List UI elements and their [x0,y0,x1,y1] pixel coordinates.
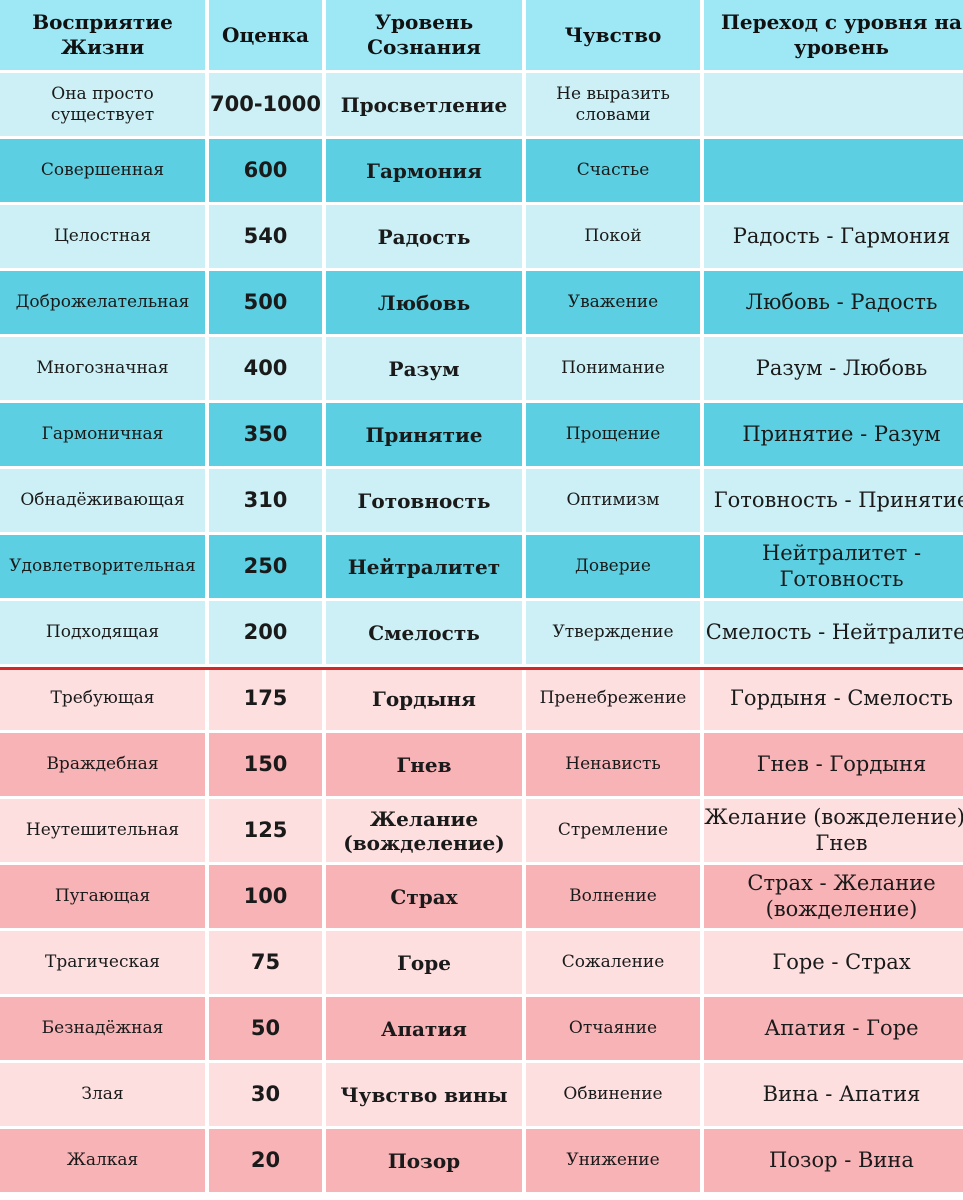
row-13-feeling-cell: Волнение [526,865,700,931]
row-12-perception-cell: Неутешительная [0,799,205,865]
row-4-perception-cell: Доброжелательная [0,271,205,337]
row-8-score-cell: 250 [209,535,322,601]
row-7-score-cell: 310 [209,469,322,535]
row-5-transition-cell: Разум - Любовь [704,337,963,403]
row-10-level-cell: Гордыня [326,667,522,733]
row-17-transition-cell: Позор - Вина [704,1129,963,1195]
row-2-level-cell: Гармония [326,139,522,205]
row-6-perception-cell: Гармоничная [0,403,205,469]
row-2-feeling-cell: Счастье [526,139,700,205]
row-12-level-cell: Желание (вожделение) [326,799,522,865]
row-9-feeling-cell: Утверждение [526,601,700,667]
row-9-level-cell: Смелость [326,601,522,667]
row-17-score-cell: 20 [209,1129,322,1195]
row-17-feeling-cell: Унижение [526,1129,700,1195]
row-15-feeling-cell: Отчаяние [526,997,700,1063]
row-16-perception-cell: Злая [0,1063,205,1129]
row-11-score-cell: 150 [209,733,322,799]
row-4-transition-cell: Любовь - Радость [704,271,963,337]
row-15-transition-cell: Апатия - Горе [704,997,963,1063]
row-1-level-cell: Просветление [326,73,522,139]
row-8-feeling-cell: Доверие [526,535,700,601]
header-transition: Переход с уровня на уровень [704,0,963,73]
row-8-level-cell: Нейтралитет [326,535,522,601]
row-7-level-cell: Готовность [326,469,522,535]
row-13-perception-cell: Пугающая [0,865,205,931]
row-3-transition-cell: Радость - Гармония [704,205,963,271]
row-14-transition-cell: Горе - Страх [704,931,963,997]
row-13-transition-cell: Страх - Желание (вожделение) [704,865,963,931]
row-13-level-cell: Страх [326,865,522,931]
header-feeling: Чувство [526,0,700,73]
row-10-perception-cell: Требующая [0,667,205,733]
row-10-transition-cell: Гордыня - Смелость [704,667,963,733]
row-7-feeling-cell: Оптимизм [526,469,700,535]
row-15-perception-cell: Безнадёжная [0,997,205,1063]
row-3-perception-cell: Целостная [0,205,205,271]
row-6-score-cell: 350 [209,403,322,469]
row-2-transition-cell [704,139,963,205]
row-5-perception-cell: Многозначная [0,337,205,403]
row-16-feeling-cell: Обвинение [526,1063,700,1129]
row-3-level-cell: Радость [326,205,522,271]
row-15-score-cell: 50 [209,997,322,1063]
row-7-perception-cell: Обнадёживающая [0,469,205,535]
row-16-level-cell: Чувство вины [326,1063,522,1129]
row-13-score-cell: 100 [209,865,322,931]
row-5-score-cell: 400 [209,337,322,403]
row-5-level-cell: Разум [326,337,522,403]
row-15-level-cell: Апатия [326,997,522,1063]
row-8-perception-cell: Удовлетворительная [0,535,205,601]
row-6-transition-cell: Принятие - Разум [704,403,963,469]
row-4-level-cell: Любовь [326,271,522,337]
row-11-feeling-cell: Ненависть [526,733,700,799]
row-1-score-cell: 700-1000 [209,73,322,139]
row-14-feeling-cell: Сожаление [526,931,700,997]
row-7-transition-cell: Готовность - Принятие [704,469,963,535]
row-11-transition-cell: Гнев - Гордыня [704,733,963,799]
row-17-level-cell: Позор [326,1129,522,1195]
row-8-transition-cell: Нейтралитет - Готовность [704,535,963,601]
row-1-transition-cell [704,73,963,139]
row-5-feeling-cell: Понимание [526,337,700,403]
row-6-level-cell: Принятие [326,403,522,469]
row-11-level-cell: Гнев [326,733,522,799]
row-12-score-cell: 125 [209,799,322,865]
row-9-transition-cell: Смелость - Нейтралитет [704,601,963,667]
row-1-perception-cell: Она просто существует [0,73,205,139]
row-16-score-cell: 30 [209,1063,322,1129]
row-2-perception-cell: Совершенная [0,139,205,205]
header-level: Уровень Сознания [326,0,522,73]
row-14-perception-cell: Трагическая [0,931,205,997]
row-10-score-cell: 175 [209,667,322,733]
row-14-score-cell: 75 [209,931,322,997]
threshold-divider-line [0,667,963,670]
row-12-transition-cell: Желание (вожделение) - Гнев [704,799,963,865]
row-3-score-cell: 540 [209,205,322,271]
row-1-feeling-cell: Не выразить словами [526,73,700,139]
row-16-transition-cell: Вина - Апатия [704,1063,963,1129]
row-10-feeling-cell: Пренебрежение [526,667,700,733]
row-2-score-cell: 600 [209,139,322,205]
row-17-perception-cell: Жалкая [0,1129,205,1195]
row-4-score-cell: 500 [209,271,322,337]
row-14-level-cell: Горе [326,931,522,997]
row-3-feeling-cell: Покой [526,205,700,271]
row-12-feeling-cell: Стремление [526,799,700,865]
row-4-feeling-cell: Уважение [526,271,700,337]
row-9-perception-cell: Подходящая [0,601,205,667]
row-11-perception-cell: Враждебная [0,733,205,799]
header-perception: Восприятие Жизни [0,0,205,73]
header-score: Оценка [209,0,322,73]
row-6-feeling-cell: Прощение [526,403,700,469]
row-9-score-cell: 200 [209,601,322,667]
